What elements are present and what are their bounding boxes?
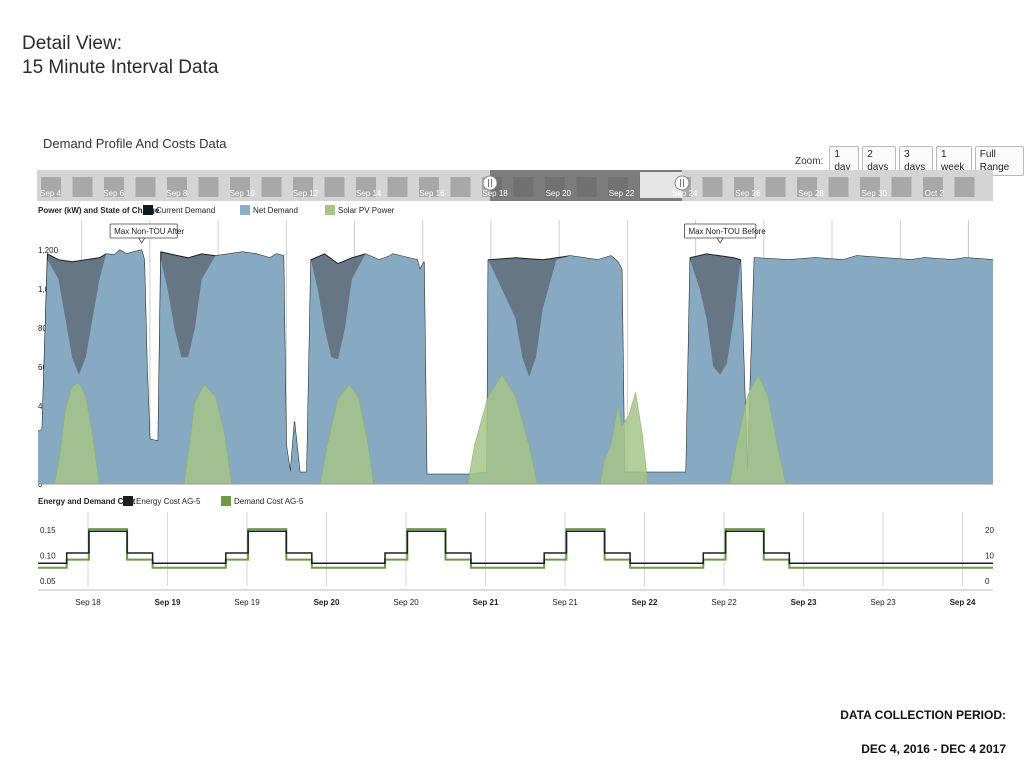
- navigator-block: [356, 177, 376, 197]
- page-title-line-2: 15 Minute Interval Data: [22, 57, 219, 78]
- navigator-label: Oct 2: [925, 189, 945, 198]
- solar-pv-area: [183, 383, 233, 485]
- navigator-block: [891, 177, 912, 197]
- cost-x-tick-label: Sep 20: [393, 598, 419, 607]
- navigator-label: Sep 24: [672, 189, 698, 198]
- navigator-label: Sep 12: [293, 189, 319, 198]
- navigator-block: [797, 177, 817, 197]
- solar-pv-area: [599, 392, 649, 485]
- navigator-block: [324, 177, 345, 197]
- navigator-block: [293, 177, 313, 197]
- legend-label: Current Demand: [156, 206, 215, 215]
- legend-label: Solar PV Power: [338, 206, 395, 215]
- cost-y-tick-left: 0.15: [40, 526, 56, 535]
- power-chart-title: Power (kW) and State of Charge: [38, 206, 160, 215]
- navigator-label: Sep 30: [862, 189, 888, 198]
- navigator-block: [419, 177, 439, 197]
- cost-x-tick-label: Sep 20: [314, 598, 340, 607]
- chart-title: Demand Profile And Costs Data: [43, 136, 227, 151]
- navigator-label: Sep 8: [166, 189, 187, 198]
- demand-cost-line: [38, 528, 993, 569]
- cost-legend-swatch[interactable]: [221, 496, 231, 506]
- zoom-label: Zoom:: [795, 155, 824, 167]
- annotation-pointer: [137, 237, 146, 244]
- cost-x-tick-label: Sep 23: [870, 598, 896, 607]
- data-collection-period-label: DATA COLLECTION PERIOD:: [840, 708, 1006, 722]
- navigator-label: Sep 6: [103, 189, 124, 198]
- navigator-block: [954, 177, 975, 197]
- cost-x-tick-label: Sep 19: [155, 598, 181, 607]
- navigator-block: [923, 177, 943, 197]
- legend-swatch[interactable]: [325, 205, 335, 215]
- cost-legend-label: Demand Cost AG-5: [234, 497, 304, 506]
- annotation-label: Max Non-TOU Before: [688, 227, 766, 236]
- cost-y-tick-right: 10: [985, 552, 994, 561]
- solar-pv-area: [53, 382, 100, 485]
- navigator-label: Sep 22: [609, 189, 635, 198]
- legend-swatch[interactable]: [240, 205, 250, 215]
- navigator-label: Sep 4: [40, 189, 61, 198]
- annotation-pointer: [716, 237, 724, 244]
- cost-legend-label: Energy Cost AG-5: [136, 497, 201, 506]
- cost-x-tick-label: Sep 21: [552, 598, 578, 607]
- navigator-block: [167, 177, 187, 197]
- navigator-label: Sep 28: [798, 189, 824, 198]
- data-collection-period-value: DEC 4, 2016 - DEC 4 2017: [861, 742, 1006, 756]
- cost-x-gridlines: [87, 512, 963, 586]
- solar-pv-area: [729, 373, 787, 485]
- navigator-label: Sep 14: [356, 189, 382, 198]
- page-title: Detail View: 15 Minute Interval Data: [22, 32, 218, 80]
- solar-pv-area: [467, 374, 538, 485]
- cost-x-tick-label: Sep 24: [950, 598, 976, 607]
- legend-label: Net Demand: [253, 206, 298, 215]
- cost-y-tick-right: 20: [985, 526, 994, 535]
- navigator-label: Sep 26: [735, 189, 761, 198]
- navigator-right-handle[interactable]: [674, 175, 690, 191]
- navigator-block: [135, 177, 156, 197]
- page-title-line-1: Detail View:: [22, 33, 122, 54]
- cost-x-tick-label: Sep 18: [75, 598, 101, 607]
- cost-x-tick-label: Sep 21: [473, 598, 499, 607]
- navigator-block: [72, 177, 93, 197]
- annotation-label: Max Non-TOU After: [114, 227, 184, 236]
- navigator-block: [387, 177, 408, 197]
- legend-swatch[interactable]: [143, 205, 153, 215]
- navigator-block: [828, 177, 849, 197]
- navigator-block: [734, 177, 754, 197]
- cost-x-tick-label: Sep 22: [711, 598, 737, 607]
- cost-y-tick-right: 0: [985, 577, 990, 586]
- navigator-block: [860, 177, 880, 197]
- navigator-label: Sep 10: [230, 189, 256, 198]
- cost-y-tick-left: 0.05: [40, 577, 56, 586]
- navigator-block: [702, 177, 723, 197]
- navigator-block: [104, 177, 124, 197]
- navigator-block: [765, 177, 786, 197]
- navigator-block: [230, 177, 250, 197]
- solar-pv-area: [319, 383, 375, 485]
- y-tick-label: 1,200: [38, 246, 59, 255]
- energy-cost-line: [38, 530, 993, 564]
- navigator-label: Sep 20: [546, 189, 572, 198]
- cost-y-tick-left: 0.10: [40, 552, 56, 561]
- cost-x-tick-label: Sep 23: [791, 598, 817, 607]
- navigator-block: [198, 177, 219, 197]
- navigator-label: Sep 16: [419, 189, 445, 198]
- cost-x-tick-label: Sep 22: [632, 598, 658, 607]
- cost-x-tick-label: Sep 19: [234, 598, 260, 607]
- navigator-label: Sep 18: [482, 189, 508, 198]
- cost-chart-title: Energy and Demand Cost: [38, 497, 136, 506]
- navigator-left-handle[interactable]: [482, 175, 498, 191]
- navigator-block: [261, 177, 282, 197]
- cost-legend-swatch[interactable]: [123, 496, 133, 506]
- navigator-block: [450, 177, 471, 197]
- navigator-block: [41, 177, 61, 197]
